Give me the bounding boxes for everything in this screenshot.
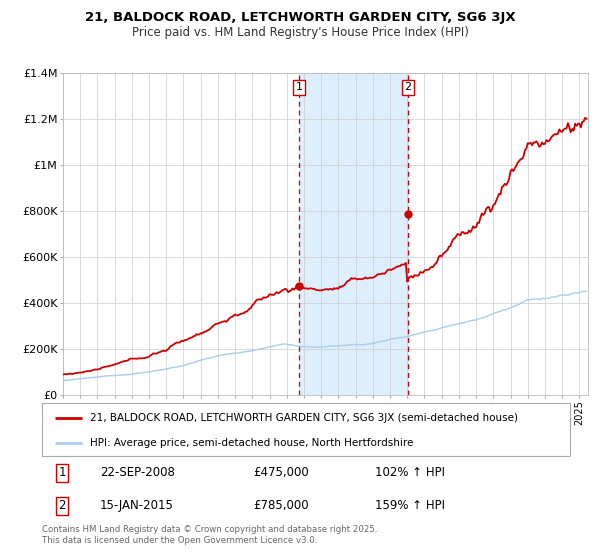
Text: 159% ↑ HPI: 159% ↑ HPI xyxy=(374,500,445,512)
Text: Contains HM Land Registry data © Crown copyright and database right 2025.
This d: Contains HM Land Registry data © Crown c… xyxy=(42,525,377,545)
Text: 102% ↑ HPI: 102% ↑ HPI xyxy=(374,466,445,479)
Bar xyxy=(299,73,408,395)
Text: 21, BALDOCK ROAD, LETCHWORTH GARDEN CITY, SG6 3JX (semi-detached house): 21, BALDOCK ROAD, LETCHWORTH GARDEN CITY… xyxy=(89,413,518,423)
Text: 15-JAN-2015: 15-JAN-2015 xyxy=(100,500,174,512)
Text: HPI: Average price, semi-detached house, North Hertfordshire: HPI: Average price, semi-detached house,… xyxy=(89,438,413,448)
Text: Price paid vs. HM Land Registry's House Price Index (HPI): Price paid vs. HM Land Registry's House … xyxy=(131,26,469,39)
Text: 2: 2 xyxy=(58,500,66,512)
Text: 2: 2 xyxy=(404,82,412,92)
Text: 1: 1 xyxy=(58,466,66,479)
Text: 21, BALDOCK ROAD, LETCHWORTH GARDEN CITY, SG6 3JX: 21, BALDOCK ROAD, LETCHWORTH GARDEN CITY… xyxy=(85,11,515,24)
Text: £785,000: £785,000 xyxy=(253,500,309,512)
Text: 22-SEP-2008: 22-SEP-2008 xyxy=(100,466,175,479)
FancyBboxPatch shape xyxy=(42,403,570,456)
Text: £475,000: £475,000 xyxy=(253,466,309,479)
Text: 1: 1 xyxy=(296,82,303,92)
